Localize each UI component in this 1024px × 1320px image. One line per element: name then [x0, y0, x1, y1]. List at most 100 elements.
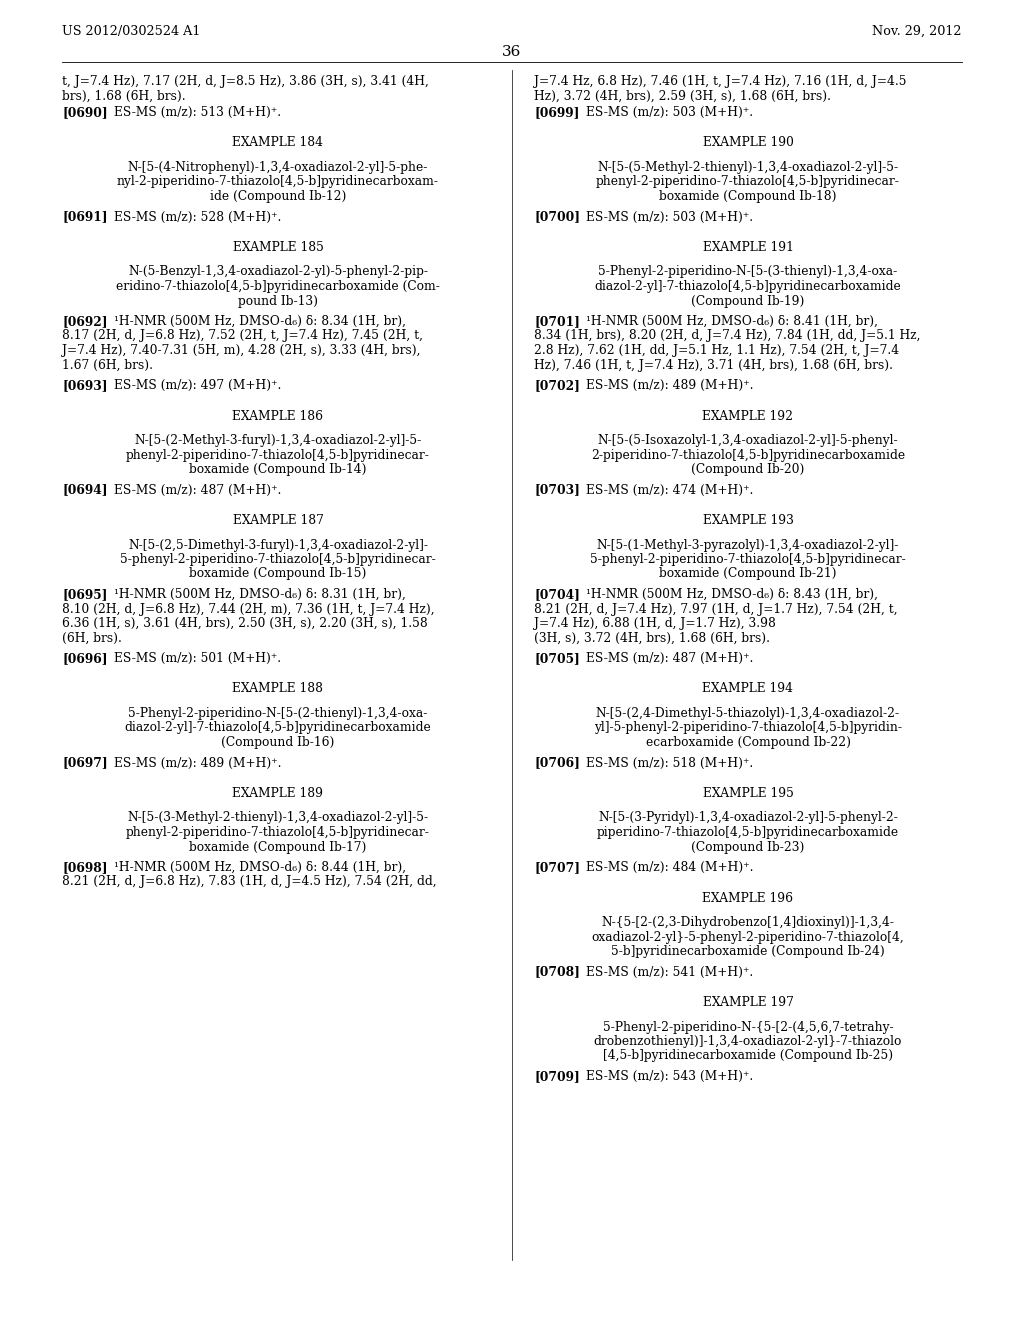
Text: [0704]: [0704]	[534, 587, 580, 601]
Text: 5-phenyl-2-piperidino-7-thiazolo[4,5-b]pyridinecar-: 5-phenyl-2-piperidino-7-thiazolo[4,5-b]p…	[120, 553, 436, 566]
Text: 5-phenyl-2-piperidino-7-thiazolo[4,5-b]pyridinecar-: 5-phenyl-2-piperidino-7-thiazolo[4,5-b]p…	[590, 553, 906, 566]
Text: US 2012/0302524 A1: US 2012/0302524 A1	[62, 25, 201, 38]
Text: [0695]: [0695]	[62, 587, 108, 601]
Text: [0690]: [0690]	[62, 106, 108, 119]
Text: N-[5-(5-Isoxazolyl-1,3,4-oxadiazol-2-yl]-5-phenyl-: N-[5-(5-Isoxazolyl-1,3,4-oxadiazol-2-yl]…	[598, 434, 898, 447]
Text: [0691]: [0691]	[62, 210, 108, 223]
Text: EXAMPLE 184: EXAMPLE 184	[232, 136, 324, 149]
Text: [0708]: [0708]	[534, 965, 580, 978]
Text: boxamide (Compound Ib-18): boxamide (Compound Ib-18)	[659, 190, 837, 203]
Text: EXAMPLE 188: EXAMPLE 188	[232, 682, 324, 696]
Text: (Compound Ib-16): (Compound Ib-16)	[221, 737, 335, 748]
Text: 8.17 (2H, d, J=6.8 Hz), 7.52 (2H, t, J=7.4 Hz), 7.45 (2H, t,: 8.17 (2H, d, J=6.8 Hz), 7.52 (2H, t, J=7…	[62, 330, 423, 342]
Text: piperidino-7-thiazolo[4,5-b]pyridinecarboxamide: piperidino-7-thiazolo[4,5-b]pyridinecarb…	[597, 826, 899, 840]
Text: 8.21 (2H, d, J=7.4 Hz), 7.97 (1H, d, J=1.7 Hz), 7.54 (2H, t,: 8.21 (2H, d, J=7.4 Hz), 7.97 (1H, d, J=1…	[534, 602, 898, 615]
Text: 2-piperidino-7-thiazolo[4,5-b]pyridinecarboxamide: 2-piperidino-7-thiazolo[4,5-b]pyridineca…	[591, 449, 905, 462]
Text: EXAMPLE 185: EXAMPLE 185	[232, 242, 324, 253]
Text: ES-MS (m/z): 487 (M+H)⁺.: ES-MS (m/z): 487 (M+H)⁺.	[114, 483, 282, 496]
Text: ES-MS (m/z): 497 (M+H)⁺.: ES-MS (m/z): 497 (M+H)⁺.	[114, 379, 282, 392]
Text: 8.10 (2H, d, J=6.8 Hz), 7.44 (2H, m), 7.36 (1H, t, J=7.4 Hz),: 8.10 (2H, d, J=6.8 Hz), 7.44 (2H, m), 7.…	[62, 602, 434, 615]
Text: J=7.4 Hz, 6.8 Hz), 7.46 (1H, t, J=7.4 Hz), 7.16 (1H, d, J=4.5: J=7.4 Hz, 6.8 Hz), 7.46 (1H, t, J=7.4 Hz…	[534, 75, 906, 88]
Text: [0706]: [0706]	[534, 756, 580, 770]
Text: (Compound Ib-19): (Compound Ib-19)	[691, 294, 805, 308]
Text: ES-MS (m/z): 543 (M+H)⁺.: ES-MS (m/z): 543 (M+H)⁺.	[586, 1071, 754, 1082]
Text: [0699]: [0699]	[534, 106, 580, 119]
Text: 5-Phenyl-2-piperidino-N-[5-(2-thienyl)-1,3,4-oxa-: 5-Phenyl-2-piperidino-N-[5-(2-thienyl)-1…	[128, 708, 428, 719]
Text: ecarboxamide (Compound Ib-22): ecarboxamide (Compound Ib-22)	[645, 737, 851, 748]
Text: N-[5-(3-Methyl-2-thienyl)-1,3,4-oxadiazol-2-yl]-5-: N-[5-(3-Methyl-2-thienyl)-1,3,4-oxadiazo…	[127, 812, 429, 825]
Text: ES-MS (m/z): 541 (M+H)⁺.: ES-MS (m/z): 541 (M+H)⁺.	[586, 965, 754, 978]
Text: drobenzothienyl)]-1,3,4-oxadiazol-2-yl}-7-thiazolo: drobenzothienyl)]-1,3,4-oxadiazol-2-yl}-…	[594, 1035, 902, 1048]
Text: eridino-7-thiazolo[4,5-b]pyridinecarboxamide (Com-: eridino-7-thiazolo[4,5-b]pyridinecarboxa…	[116, 280, 440, 293]
Text: pound Ib-13): pound Ib-13)	[238, 294, 318, 308]
Text: [0700]: [0700]	[534, 210, 580, 223]
Text: ES-MS (m/z): 501 (M+H)⁺.: ES-MS (m/z): 501 (M+H)⁺.	[114, 652, 282, 665]
Text: ES-MS (m/z): 518 (M+H)⁺.: ES-MS (m/z): 518 (M+H)⁺.	[586, 756, 754, 770]
Text: ide (Compound Ib-12): ide (Compound Ib-12)	[210, 190, 346, 203]
Text: boxamide (Compound Ib-15): boxamide (Compound Ib-15)	[189, 568, 367, 581]
Text: ES-MS (m/z): 489 (M+H)⁺.: ES-MS (m/z): 489 (M+H)⁺.	[586, 379, 754, 392]
Text: ES-MS (m/z): 474 (M+H)⁺.: ES-MS (m/z): 474 (M+H)⁺.	[586, 483, 754, 496]
Text: [0693]: [0693]	[62, 379, 108, 392]
Text: [0696]: [0696]	[62, 652, 108, 665]
Text: diazol-2-yl]-7-thiazolo[4,5-b]pyridinecarboxamide: diazol-2-yl]-7-thiazolo[4,5-b]pyridineca…	[595, 280, 901, 293]
Text: [0701]: [0701]	[534, 315, 580, 327]
Text: [0705]: [0705]	[534, 652, 580, 665]
Text: 36: 36	[503, 45, 521, 59]
Text: oxadiazol-2-yl}-5-phenyl-2-piperidino-7-thiazolo[4,: oxadiazol-2-yl}-5-phenyl-2-piperidino-7-…	[592, 931, 904, 944]
Text: phenyl-2-piperidino-7-thiazolo[4,5-b]pyridinecar-: phenyl-2-piperidino-7-thiazolo[4,5-b]pyr…	[126, 826, 430, 840]
Text: J=7.4 Hz), 7.40-7.31 (5H, m), 4.28 (2H, s), 3.33 (4H, brs),: J=7.4 Hz), 7.40-7.31 (5H, m), 4.28 (2H, …	[62, 345, 421, 356]
Text: Nov. 29, 2012: Nov. 29, 2012	[872, 25, 962, 38]
Text: N-[5-(5-Methyl-2-thienyl)-1,3,4-oxadiazol-2-yl]-5-: N-[5-(5-Methyl-2-thienyl)-1,3,4-oxadiazo…	[597, 161, 899, 174]
Text: diazol-2-yl]-7-thiazolo[4,5-b]pyridinecarboxamide: diazol-2-yl]-7-thiazolo[4,5-b]pyridineca…	[125, 722, 431, 734]
Text: boxamide (Compound Ib-14): boxamide (Compound Ib-14)	[189, 463, 367, 477]
Text: N-[5-(2,4-Dimethyl-5-thiazolyl)-1,3,4-oxadiazol-2-: N-[5-(2,4-Dimethyl-5-thiazolyl)-1,3,4-ox…	[596, 708, 900, 719]
Text: (6H, brs).: (6H, brs).	[62, 631, 122, 644]
Text: EXAMPLE 194: EXAMPLE 194	[702, 682, 794, 696]
Text: ¹H-NMR (500M Hz, DMSO-d₆) δ: 8.34 (1H, br),: ¹H-NMR (500M Hz, DMSO-d₆) δ: 8.34 (1H, b…	[114, 315, 406, 327]
Text: 5-Phenyl-2-piperidino-N-{5-[2-(4,5,6,7-tetrahy-: 5-Phenyl-2-piperidino-N-{5-[2-(4,5,6,7-t…	[603, 1020, 893, 1034]
Text: EXAMPLE 196: EXAMPLE 196	[702, 891, 794, 904]
Text: ES-MS (m/z): 489 (M+H)⁺.: ES-MS (m/z): 489 (M+H)⁺.	[114, 756, 282, 770]
Text: yl]-5-phenyl-2-piperidino-7-thiazolo[4,5-b]pyridin-: yl]-5-phenyl-2-piperidino-7-thiazolo[4,5…	[594, 722, 902, 734]
Text: 5-Phenyl-2-piperidino-N-[5-(3-thienyl)-1,3,4-oxa-: 5-Phenyl-2-piperidino-N-[5-(3-thienyl)-1…	[598, 265, 898, 279]
Text: J=7.4 Hz), 6.88 (1H, d, J=1.7 Hz), 3.98: J=7.4 Hz), 6.88 (1H, d, J=1.7 Hz), 3.98	[534, 616, 776, 630]
Text: EXAMPLE 190: EXAMPLE 190	[702, 136, 794, 149]
Text: [0694]: [0694]	[62, 483, 108, 496]
Text: phenyl-2-piperidino-7-thiazolo[4,5-b]pyridinecar-: phenyl-2-piperidino-7-thiazolo[4,5-b]pyr…	[596, 176, 900, 189]
Text: [0702]: [0702]	[534, 379, 580, 392]
Text: EXAMPLE 187: EXAMPLE 187	[232, 513, 324, 527]
Text: [0703]: [0703]	[534, 483, 580, 496]
Text: brs), 1.68 (6H, brs).: brs), 1.68 (6H, brs).	[62, 90, 185, 103]
Text: EXAMPLE 197: EXAMPLE 197	[702, 997, 794, 1008]
Text: boxamide (Compound Ib-21): boxamide (Compound Ib-21)	[659, 568, 837, 581]
Text: [0707]: [0707]	[534, 861, 580, 874]
Text: (3H, s), 3.72 (4H, brs), 1.68 (6H, brs).: (3H, s), 3.72 (4H, brs), 1.68 (6H, brs).	[534, 631, 770, 644]
Text: N-[5-(3-Pyridyl)-1,3,4-oxadiazol-2-yl]-5-phenyl-2-: N-[5-(3-Pyridyl)-1,3,4-oxadiazol-2-yl]-5…	[598, 812, 898, 825]
Text: [4,5-b]pyridinecarboxamide (Compound Ib-25): [4,5-b]pyridinecarboxamide (Compound Ib-…	[603, 1049, 893, 1063]
Text: 6.36 (1H, s), 3.61 (4H, brs), 2.50 (3H, s), 2.20 (3H, s), 1.58: 6.36 (1H, s), 3.61 (4H, brs), 2.50 (3H, …	[62, 616, 428, 630]
Text: ES-MS (m/z): 503 (M+H)⁺.: ES-MS (m/z): 503 (M+H)⁺.	[586, 210, 753, 223]
Text: EXAMPLE 189: EXAMPLE 189	[232, 787, 324, 800]
Text: nyl-2-piperidino-7-thiazolo[4,5-b]pyridinecarboxam-: nyl-2-piperidino-7-thiazolo[4,5-b]pyridi…	[117, 176, 439, 189]
Text: ¹H-NMR (500M Hz, DMSO-d₆) δ: 8.41 (1H, br),: ¹H-NMR (500M Hz, DMSO-d₆) δ: 8.41 (1H, b…	[586, 315, 878, 327]
Text: 8.34 (1H, brs), 8.20 (2H, d, J=7.4 Hz), 7.84 (1H, dd, J=5.1 Hz,: 8.34 (1H, brs), 8.20 (2H, d, J=7.4 Hz), …	[534, 330, 921, 342]
Text: [0697]: [0697]	[62, 756, 108, 770]
Text: ES-MS (m/z): 528 (M+H)⁺.: ES-MS (m/z): 528 (M+H)⁺.	[114, 210, 282, 223]
Text: Hz), 3.72 (4H, brs), 2.59 (3H, s), 1.68 (6H, brs).: Hz), 3.72 (4H, brs), 2.59 (3H, s), 1.68 …	[534, 90, 831, 103]
Text: t, J=7.4 Hz), 7.17 (2H, d, J=8.5 Hz), 3.86 (3H, s), 3.41 (4H,: t, J=7.4 Hz), 7.17 (2H, d, J=8.5 Hz), 3.…	[62, 75, 429, 88]
Text: N-[5-(1-Methyl-3-pyrazolyl)-1,3,4-oxadiazol-2-yl]-: N-[5-(1-Methyl-3-pyrazolyl)-1,3,4-oxadia…	[597, 539, 899, 552]
Text: [0709]: [0709]	[534, 1071, 580, 1082]
Text: N-[5-(4-Nitrophenyl)-1,3,4-oxadiazol-2-yl]-5-phe-: N-[5-(4-Nitrophenyl)-1,3,4-oxadiazol-2-y…	[128, 161, 428, 174]
Text: 1.67 (6H, brs).: 1.67 (6H, brs).	[62, 359, 153, 371]
Text: ES-MS (m/z): 503 (M+H)⁺.: ES-MS (m/z): 503 (M+H)⁺.	[586, 106, 753, 119]
Text: 8.21 (2H, d, J=6.8 Hz), 7.83 (1H, d, J=4.5 Hz), 7.54 (2H, dd,: 8.21 (2H, d, J=6.8 Hz), 7.83 (1H, d, J=4…	[62, 875, 436, 888]
Text: [0692]: [0692]	[62, 315, 108, 327]
Text: boxamide (Compound Ib-17): boxamide (Compound Ib-17)	[189, 841, 367, 854]
Text: EXAMPLE 195: EXAMPLE 195	[702, 787, 794, 800]
Text: ES-MS (m/z): 513 (M+H)⁺.: ES-MS (m/z): 513 (M+H)⁺.	[114, 106, 282, 119]
Text: N-[5-(2-Methyl-3-furyl)-1,3,4-oxadiazol-2-yl]-5-: N-[5-(2-Methyl-3-furyl)-1,3,4-oxadiazol-…	[134, 434, 422, 447]
Text: EXAMPLE 192: EXAMPLE 192	[702, 409, 794, 422]
Text: EXAMPLE 193: EXAMPLE 193	[702, 513, 794, 527]
Text: (Compound Ib-23): (Compound Ib-23)	[691, 841, 805, 854]
